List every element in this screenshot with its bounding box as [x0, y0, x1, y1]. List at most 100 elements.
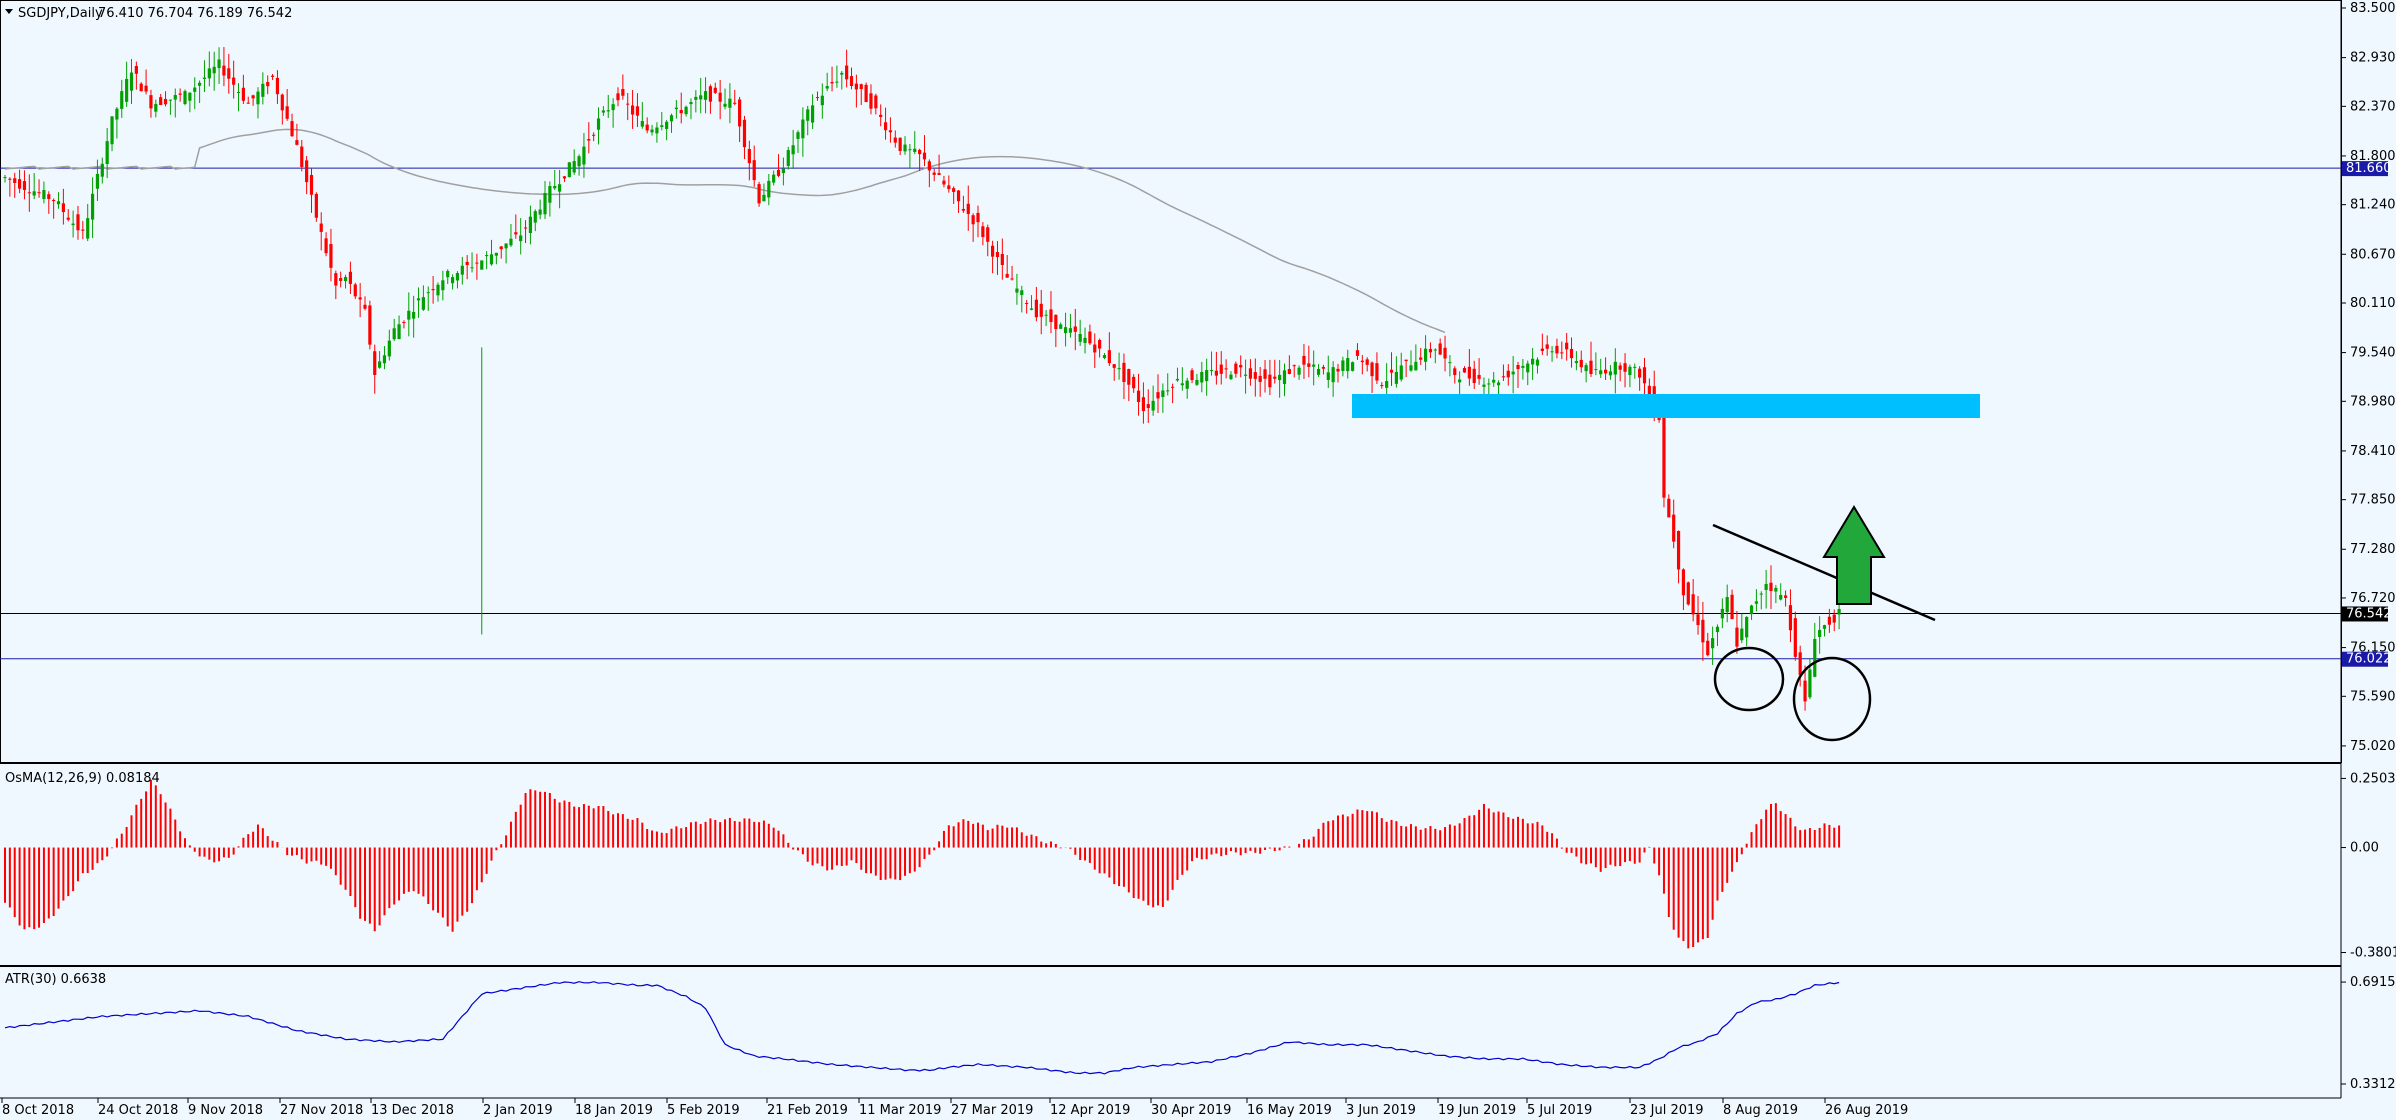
candle — [1803, 665, 1807, 711]
candle — [611, 98, 615, 128]
candle — [548, 181, 552, 217]
support-zone[interactable] — [1352, 394, 1980, 418]
candle — [1618, 362, 1622, 382]
candle — [1560, 341, 1564, 360]
candle — [407, 292, 411, 337]
circle-low-1[interactable] — [1713, 646, 1785, 712]
candle — [353, 282, 357, 300]
candle — [1297, 365, 1301, 380]
candle — [339, 271, 343, 288]
candle — [1423, 335, 1428, 371]
candle — [986, 224, 990, 257]
candle — [251, 94, 255, 106]
date-tick-label: 2 Jan 2019 — [483, 1103, 553, 1118]
candle — [236, 83, 241, 112]
candle — [125, 61, 129, 107]
candle — [489, 239, 494, 266]
candle — [1676, 530, 1681, 584]
candle — [212, 51, 216, 91]
candle — [1774, 584, 1778, 604]
candle — [1063, 312, 1068, 347]
candle — [1584, 362, 1588, 383]
candle — [577, 154, 581, 176]
candle — [1667, 494, 1671, 518]
candle — [183, 89, 187, 106]
candle — [713, 82, 717, 94]
candle — [129, 58, 134, 105]
candle — [645, 117, 649, 134]
candle — [1360, 355, 1364, 375]
candle — [1375, 352, 1379, 385]
candle — [475, 253, 479, 280]
candle — [1579, 350, 1583, 373]
date-tick-label: 11 Mar 2019 — [859, 1103, 941, 1118]
candle — [523, 220, 528, 244]
candle — [1200, 361, 1204, 393]
candle — [1346, 349, 1350, 379]
candle — [324, 232, 328, 257]
trendline[interactable] — [1712, 523, 1936, 622]
candle — [358, 282, 362, 318]
candle — [1482, 377, 1486, 397]
candle — [1156, 374, 1160, 413]
candle — [1005, 255, 1009, 278]
candle — [480, 260, 484, 635]
up-arrow[interactable] — [1822, 505, 1886, 605]
collapse-triangle-icon[interactable] — [5, 9, 13, 14]
candle — [1015, 273, 1019, 305]
candle — [1798, 645, 1802, 687]
candle — [1093, 333, 1097, 369]
candle — [139, 82, 143, 92]
candle — [1599, 358, 1603, 378]
candle — [956, 189, 961, 213]
candle — [1073, 308, 1077, 351]
candle — [1370, 361, 1374, 393]
candle — [1394, 356, 1398, 388]
date-tick-label: 16 May 2019 — [1247, 1103, 1332, 1118]
candle — [1404, 359, 1408, 378]
candle — [932, 168, 936, 182]
candle — [1638, 366, 1642, 391]
price-axis: 83.500 82.930 82.370 81.800 81.240 80.670 80.1… — [2341, 1, 2396, 754]
candle — [1477, 358, 1481, 385]
candle — [1020, 285, 1024, 313]
candle — [207, 51, 211, 87]
candle — [1832, 609, 1836, 632]
candle — [61, 188, 65, 225]
candle — [100, 157, 104, 184]
candle — [747, 140, 751, 181]
candle — [1822, 624, 1827, 637]
osma-title: OsMA(12,26,9) 0.08184 — [5, 771, 160, 786]
candle — [1054, 314, 1058, 347]
candle — [1467, 348, 1471, 386]
candle — [1433, 348, 1437, 364]
candle — [660, 112, 664, 131]
candle — [1662, 405, 1666, 508]
candle — [859, 83, 863, 106]
candle — [1764, 569, 1768, 609]
candle — [149, 89, 153, 118]
candle — [290, 113, 294, 137]
candle — [1258, 366, 1262, 397]
candle — [1696, 595, 1700, 635]
candle — [1623, 353, 1627, 388]
candle — [270, 74, 275, 81]
price-tag-label: 76.022 — [2346, 652, 2392, 667]
candle — [1754, 589, 1758, 612]
candle — [981, 221, 985, 246]
candle — [460, 256, 464, 285]
candle — [1209, 351, 1214, 376]
candle — [665, 119, 669, 141]
candle — [402, 320, 406, 329]
candle — [1462, 366, 1467, 373]
candle — [446, 269, 450, 284]
candle — [616, 87, 620, 107]
price-tag-1 — [2342, 606, 2388, 622]
candle — [1555, 338, 1559, 359]
date-tick-label: 19 Jun 2019 — [1438, 1103, 1516, 1118]
candle — [1161, 383, 1165, 413]
candle — [1779, 583, 1783, 601]
circle-low-2[interactable] — [1792, 656, 1872, 742]
candle — [470, 252, 474, 273]
